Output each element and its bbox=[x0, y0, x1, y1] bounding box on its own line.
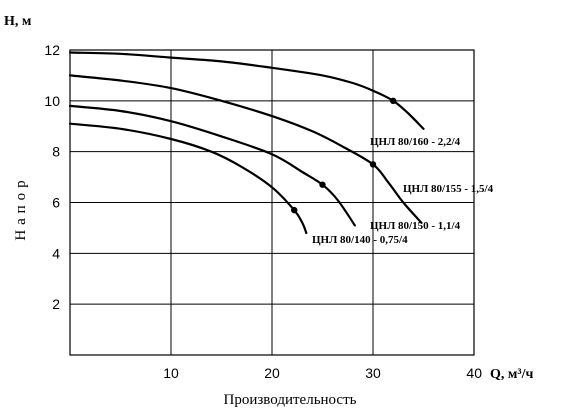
x-axis-title: Производительность bbox=[224, 392, 357, 408]
y-tick-label-5: 12 bbox=[44, 42, 60, 58]
series-curve-3 bbox=[68, 122, 308, 235]
series-curve-0 bbox=[68, 51, 425, 130]
y-tick-label-1: 4 bbox=[52, 245, 60, 261]
plot-frame bbox=[69, 49, 475, 356]
y-axis-unit: Н, м bbox=[4, 14, 32, 29]
y-tick-label-2: 6 bbox=[52, 195, 60, 211]
series-label-1: ЦНЛ 80/155 - 1,5/4 bbox=[403, 183, 494, 195]
operating-point-markers bbox=[291, 97, 397, 214]
x-tick-label-0: 10 bbox=[163, 365, 179, 381]
x-tick-labels: 10 20 30 40 bbox=[163, 365, 482, 381]
y-tick-label-3: 8 bbox=[52, 144, 60, 160]
series-curve-1 bbox=[68, 74, 423, 224]
series-marker-0 bbox=[390, 97, 397, 105]
y-tick-labels: 2 4 6 8 10 12 bbox=[44, 42, 60, 312]
y-tick-label-0: 2 bbox=[52, 296, 60, 312]
x-tick-label-2: 30 bbox=[365, 365, 381, 381]
series-labels: ЦНЛ 80/160 - 2,2/4 ЦНЛ 80/155 - 1,5/4 ЦНЛ … bbox=[312, 136, 494, 246]
series-marker-1 bbox=[369, 161, 377, 168]
y-axis-title: Напор bbox=[13, 175, 29, 240]
series-label-3: ЦНЛ 80/140 - 0,75/4 bbox=[312, 234, 408, 246]
y-tick-label-4: 10 bbox=[44, 93, 60, 109]
x-tick-label-1: 20 bbox=[264, 365, 280, 381]
grid-lines bbox=[70, 49, 475, 355]
curves bbox=[68, 51, 425, 235]
series-marker-3 bbox=[291, 206, 298, 214]
series-curve-2 bbox=[68, 104, 356, 227]
series-marker-2 bbox=[319, 181, 326, 188]
series-label-0: ЦНЛ 80/160 - 2,2/4 bbox=[370, 136, 461, 148]
series-label-2: ЦНЛ 80/150 - 1,1/4 bbox=[370, 220, 461, 232]
x-axis-unit: Q, м³/ч bbox=[490, 367, 534, 382]
x-tick-label-3: 40 bbox=[466, 365, 482, 381]
